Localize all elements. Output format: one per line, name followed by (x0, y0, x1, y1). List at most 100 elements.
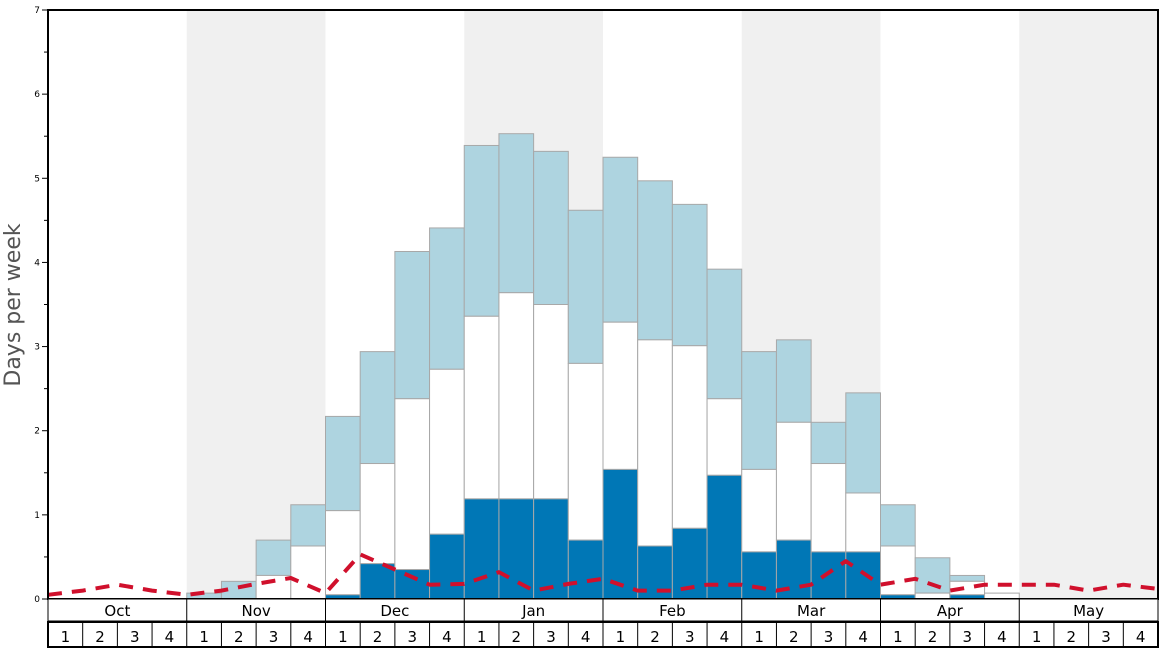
week-label: 3 (546, 628, 556, 646)
bar-bottom-segment (394, 569, 431, 600)
y-tick-label: 1 (34, 511, 40, 521)
bar-top-segment (498, 133, 535, 294)
bar-top-segment (533, 150, 569, 305)
week-label: 4 (165, 628, 175, 646)
bar-top-segment (394, 250, 431, 400)
bar-middle-segment (463, 315, 500, 500)
bar-bottom-segment (810, 551, 847, 600)
week-label: 3 (962, 628, 972, 646)
bar-middle-segment (810, 463, 847, 553)
week-label: 1 (338, 628, 348, 646)
month-label: Feb (659, 602, 686, 620)
month-label: Mar (797, 602, 826, 620)
bar-top-segment (775, 339, 812, 423)
bar-bottom-segment (706, 474, 743, 600)
bar-middle-segment (671, 345, 708, 529)
month-band-nov (186, 10, 326, 599)
week-label: 4 (997, 628, 1007, 646)
week-label: 2 (95, 628, 105, 646)
week-label: 3 (685, 628, 695, 646)
week-label: 4 (720, 628, 730, 646)
month-label: Oct (104, 602, 130, 620)
bar-middle-segment (741, 468, 777, 553)
bar-top-segment (290, 504, 326, 547)
bar-top-segment (949, 574, 986, 582)
bar-middle-segment (359, 463, 396, 565)
bar-top-segment (359, 351, 396, 465)
x-axis: Oct 1 2 3 4 Nov 1 2 3 4 Dec 1 2 3 4 Jan 1 2 3 4 Feb 1 2 3 4 Mar 1 2… (47, 598, 1159, 648)
y-tick-label: 5 (34, 174, 40, 184)
week-label: 2 (373, 628, 383, 646)
bar-bottom-segment (498, 498, 535, 600)
week-label: 1 (1032, 628, 1042, 646)
week-label: 2 (1067, 628, 1077, 646)
month-label: Nov (241, 602, 270, 620)
week-label: 4 (581, 628, 591, 646)
y-tick-label: 2 (34, 427, 40, 437)
week-label: 4 (442, 628, 452, 646)
bar-bottom-segment (845, 551, 881, 600)
week-label: 1 (616, 628, 626, 646)
week-label: 2 (234, 628, 244, 646)
bar-top-segment (255, 539, 292, 576)
bar-top-segment (741, 351, 777, 470)
bar-top-segment (602, 156, 639, 323)
y-tick-label: 4 (34, 258, 40, 268)
month-label: May (1073, 602, 1104, 620)
bar-middle-segment (775, 421, 812, 541)
bar-top-segment (671, 203, 708, 347)
week-label: 4 (303, 628, 313, 646)
bar-bottom-segment (429, 533, 465, 600)
bar-middle-segment (429, 368, 465, 535)
week-label: 1 (477, 628, 487, 646)
week-label: 3 (824, 628, 834, 646)
week-label: 1 (893, 628, 903, 646)
week-label: 1 (199, 628, 209, 646)
y-axis-label: Days per week (1, 223, 26, 386)
bar-middle-segment (602, 321, 639, 470)
month-label: Jan (521, 602, 545, 620)
bar-middle-segment (845, 492, 881, 553)
bar-top-segment (567, 209, 604, 364)
week-label: 3 (407, 628, 417, 646)
week-label: 3 (1101, 628, 1111, 646)
bar-middle-segment (394, 398, 431, 571)
month-label: Apr (937, 602, 964, 620)
bar-bottom-segment (602, 468, 639, 600)
week-label: 2 (928, 628, 938, 646)
bar-bottom-segment (533, 498, 569, 600)
bar-top-segment (429, 227, 465, 370)
month-label: Dec (380, 602, 409, 620)
bar-top-segment (637, 180, 673, 341)
bar-top-segment (845, 392, 881, 494)
week-label: 1 (61, 628, 71, 646)
bar-middle-segment (567, 362, 604, 541)
bar-top-segment (463, 144, 500, 317)
bar-middle-segment (325, 510, 361, 596)
week-label: 3 (269, 628, 279, 646)
week-label: 2 (650, 628, 660, 646)
bar-bottom-segment (741, 551, 777, 600)
week-label: 1 (754, 628, 764, 646)
bar-bottom-segment (567, 539, 604, 600)
bar-top-segment (325, 415, 361, 512)
y-tick-label: 3 (34, 343, 40, 353)
month-band-may (1019, 10, 1158, 599)
y-axis: 0 1 2 3 4 5 6 7 (34, 6, 48, 605)
bar-middle-segment (706, 398, 743, 476)
week-label: 4 (858, 628, 868, 646)
bar-middle-segment (880, 545, 916, 596)
bar-top-segment (706, 268, 743, 400)
bar-top-segment (914, 557, 951, 594)
bar-top-segment (880, 504, 916, 547)
weekly-bars (186, 133, 1020, 600)
y-tick-label: 0 (34, 595, 40, 605)
week-label: 2 (789, 628, 799, 646)
bar-middle-segment (637, 339, 673, 547)
bar-bottom-segment (359, 563, 396, 600)
week-label: 4 (1136, 628, 1146, 646)
bar-middle-segment (533, 304, 569, 500)
bar-bottom-segment (463, 498, 500, 600)
